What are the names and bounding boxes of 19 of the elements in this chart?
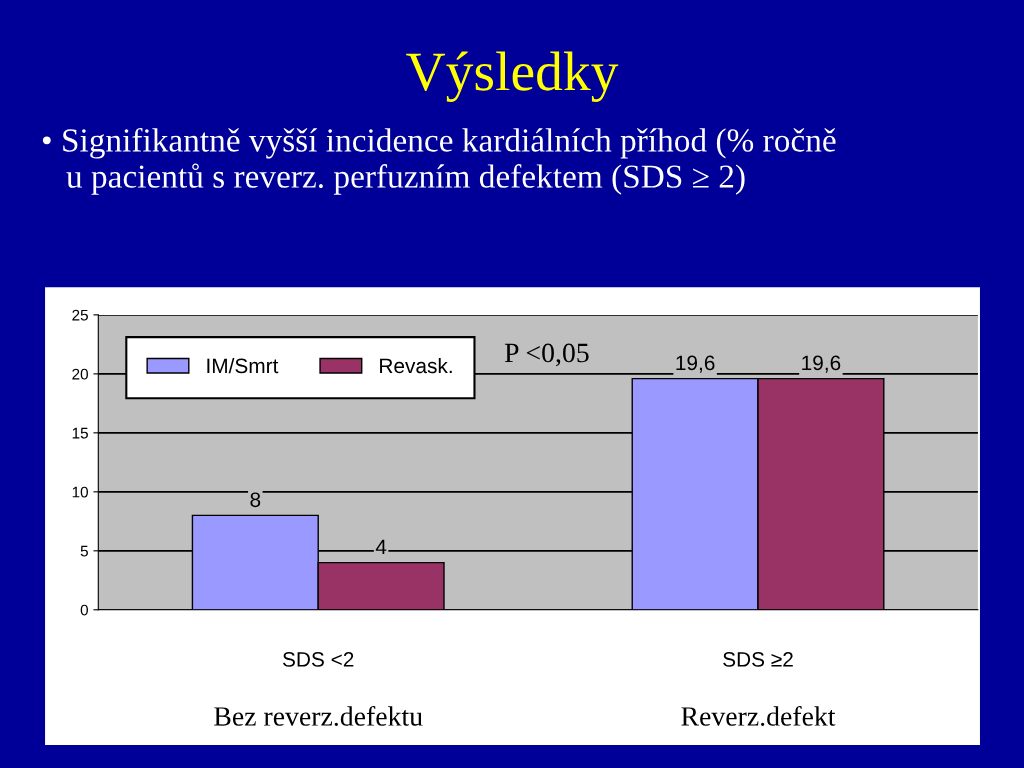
- text: Reverz.defekt: [681, 706, 836, 726]
- data-label: 19,6: [802, 355, 841, 373]
- annotation: P <0,05: [504, 343, 589, 367]
- chart-subtitle: • Signifikantně vyšší incidence kardiálních příhod (% ročně u pacientů s reverz. perfuzním defektem (SDS ≥ 2): [42, 127, 836, 195]
- y-tick-label: 10: [72, 486, 88, 498]
- legend-label: Revask.: [380, 357, 452, 374]
- x-tick-label: SDS ≥2: [723, 652, 793, 667]
- y-tick-label: 25: [72, 309, 88, 321]
- chart-title: Výsledky: [406, 51, 619, 103]
- y-tick-label: 0: [80, 604, 88, 616]
- data-label: 8: [250, 492, 261, 508]
- legend-label: IM/Smrt: [207, 357, 279, 374]
- x-tick-label: SDS <2: [282, 652, 354, 667]
- y-tick-label: 20: [72, 368, 88, 380]
- data-label: 19,6: [676, 355, 715, 373]
- data-label: 4: [375, 539, 387, 555]
- y-tick-label: 15: [72, 427, 88, 439]
- y-tick-label: 5: [80, 545, 88, 557]
- text: Bez reverz.defektu: [214, 706, 423, 726]
